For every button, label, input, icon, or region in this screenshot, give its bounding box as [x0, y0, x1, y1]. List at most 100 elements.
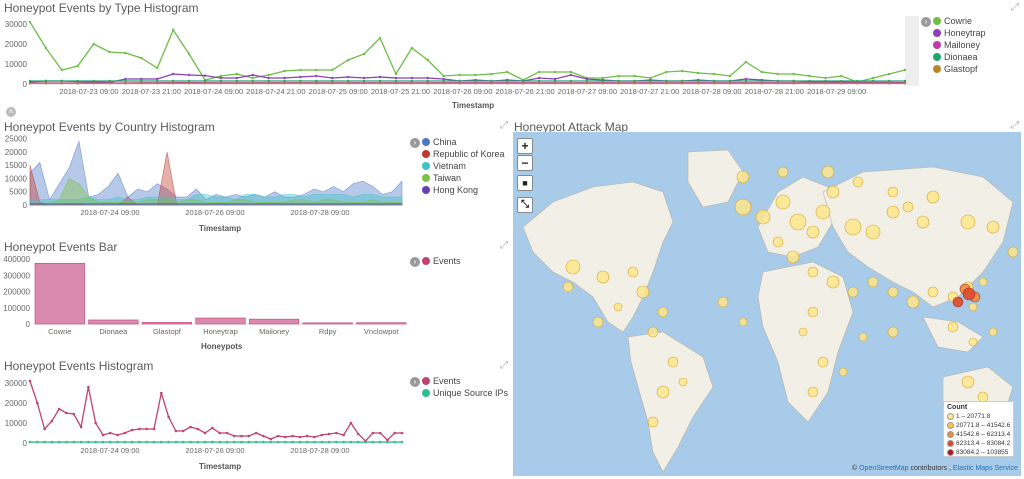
attack-bubble[interactable]	[947, 321, 959, 333]
attack-bubble[interactable]	[657, 306, 669, 318]
attack-bubble[interactable]	[926, 190, 940, 204]
bar-cowrie[interactable]	[34, 262, 85, 325]
attack-bubble[interactable]	[821, 165, 835, 179]
expand-icon[interactable]: ⤢	[500, 240, 508, 251]
attack-bubble[interactable]	[772, 236, 784, 248]
attack-bubble[interactable]	[777, 166, 789, 178]
attack-bubble[interactable]	[565, 259, 581, 275]
bar-mailoney[interactable]	[248, 318, 300, 325]
attack-bubble[interactable]	[807, 306, 819, 318]
attack-bubble-hot[interactable]	[952, 296, 964, 308]
attack-bubble[interactable]	[887, 326, 899, 338]
attack-bubble[interactable]	[647, 326, 659, 338]
legend-item-taiwan[interactable]: Taiwan	[422, 172, 505, 184]
attack-bubble[interactable]	[887, 186, 899, 198]
ems-link[interactable]: Elastic Maps Service	[952, 465, 1018, 472]
attack-bubble[interactable]	[647, 416, 659, 428]
attack-bubble[interactable]	[592, 316, 604, 328]
legend-toggle-icon[interactable]: ›	[410, 257, 420, 267]
attack-bubble[interactable]	[961, 375, 975, 389]
legend-toggle-icon[interactable]: ›	[921, 17, 931, 27]
attack-bubble[interactable]	[738, 317, 748, 327]
attack-bubble[interactable]	[960, 214, 976, 230]
attack-bubble[interactable]	[636, 285, 650, 299]
bar-dionaea[interactable]	[88, 319, 139, 325]
legend-item-unique-source-ips[interactable]: Unique Source IPs	[422, 387, 508, 399]
legend-item-hong-kong[interactable]: Hong Kong	[422, 184, 505, 196]
attack-bubble[interactable]	[562, 281, 574, 293]
attack-bubble[interactable]	[596, 270, 610, 284]
attack-bubble[interactable]	[815, 204, 831, 220]
expand-icon[interactable]: ⤢	[1011, 2, 1019, 13]
legend-item-republic-of-korea[interactable]: Republic of Korea	[422, 148, 505, 160]
fit-bounds-button[interactable]: ⤡	[517, 197, 533, 213]
attack-bubble[interactable]	[817, 356, 829, 368]
attack-bubble[interactable]	[902, 201, 914, 213]
legend-item-cowrie[interactable]: Cowrie	[933, 15, 986, 27]
attack-bubble[interactable]	[906, 295, 920, 309]
legend-item-glastopf[interactable]: Glastopf	[933, 63, 986, 75]
legend-toggle-icon[interactable]: ›	[410, 138, 420, 148]
attack-bubble[interactable]	[838, 367, 848, 377]
attack-bubble[interactable]	[927, 286, 939, 298]
attack-bubble[interactable]	[847, 286, 859, 298]
expand-icon[interactable]: ⤢	[500, 360, 508, 371]
attack-bubble[interactable]	[978, 277, 988, 287]
attack-bubble[interactable]	[613, 302, 623, 312]
attack-bubble[interactable]	[755, 209, 771, 225]
bar-glastopf[interactable]	[141, 322, 193, 325]
attack-bubble[interactable]	[865, 224, 881, 240]
zoom-in-button[interactable]: +	[517, 138, 533, 154]
attack-bubble[interactable]	[798, 327, 808, 337]
attack-bubble[interactable]	[826, 185, 840, 199]
attack-bubble[interactable]	[844, 218, 862, 236]
osm-link[interactable]: OpenStreetMap	[859, 465, 909, 472]
data-point	[696, 79, 700, 83]
attack-bubble[interactable]	[887, 286, 899, 298]
attack-bubble-hot[interactable]	[962, 287, 976, 301]
legend-item-dionaea[interactable]: Dionaea	[933, 51, 986, 63]
attack-bubble[interactable]	[775, 194, 791, 210]
bar-honeytrap[interactable]	[195, 317, 246, 325]
attack-bubble[interactable]	[786, 250, 800, 264]
data-point	[269, 440, 273, 444]
attack-bubble[interactable]	[806, 225, 820, 239]
legend-item-events[interactable]: Events	[422, 375, 508, 387]
bar-vnclowpot[interactable]	[356, 322, 407, 325]
x-tick-label: 2018-07-24 21:00	[246, 87, 305, 96]
attack-bubble[interactable]	[968, 337, 978, 347]
legend-item-mailoney[interactable]: Mailoney	[933, 39, 986, 51]
draw-shape-button[interactable]: ■	[517, 175, 533, 191]
legend-toggle-icon[interactable]: ›	[410, 377, 420, 387]
attack-bubble[interactable]	[734, 198, 752, 216]
attack-bubble[interactable]	[717, 296, 729, 308]
attack-bubble[interactable]	[858, 332, 868, 342]
attack-bubble[interactable]	[807, 386, 819, 398]
expand-icon[interactable]: ⤢	[1011, 120, 1019, 131]
attack-bubble[interactable]	[1007, 246, 1019, 258]
attack-bubble[interactable]	[988, 327, 998, 337]
expand-icon[interactable]: ⤢	[500, 120, 508, 131]
attack-bubble[interactable]	[667, 356, 679, 368]
attack-bubble[interactable]	[826, 275, 840, 289]
attack-bubble[interactable]	[736, 170, 750, 184]
legend-item-china[interactable]: China	[422, 136, 505, 148]
attack-bubble[interactable]	[867, 276, 879, 288]
attack-bubble[interactable]	[678, 377, 688, 387]
attack-bubble[interactable]	[656, 385, 670, 399]
zoom-out-button[interactable]: −	[517, 155, 533, 171]
attack-bubble[interactable]	[627, 266, 639, 278]
legend-item-events[interactable]: Events	[422, 255, 461, 267]
data-point	[267, 82, 270, 85]
attack-bubble[interactable]	[886, 205, 900, 219]
attack-bubble[interactable]	[852, 176, 864, 188]
attack-bubble[interactable]	[968, 302, 978, 312]
attack-bubble[interactable]	[807, 266, 819, 278]
attack-bubble[interactable]	[986, 220, 1000, 234]
legend-item-vietnam[interactable]: Vietnam	[422, 160, 505, 172]
attack-bubble[interactable]	[789, 213, 807, 231]
collapse-toggle-icon[interactable]: ˄	[6, 107, 16, 117]
legend-item-honeytrap[interactable]: Honeytrap	[933, 27, 986, 39]
bar-rdpy[interactable]	[302, 322, 353, 325]
attack-bubble[interactable]	[916, 215, 930, 229]
